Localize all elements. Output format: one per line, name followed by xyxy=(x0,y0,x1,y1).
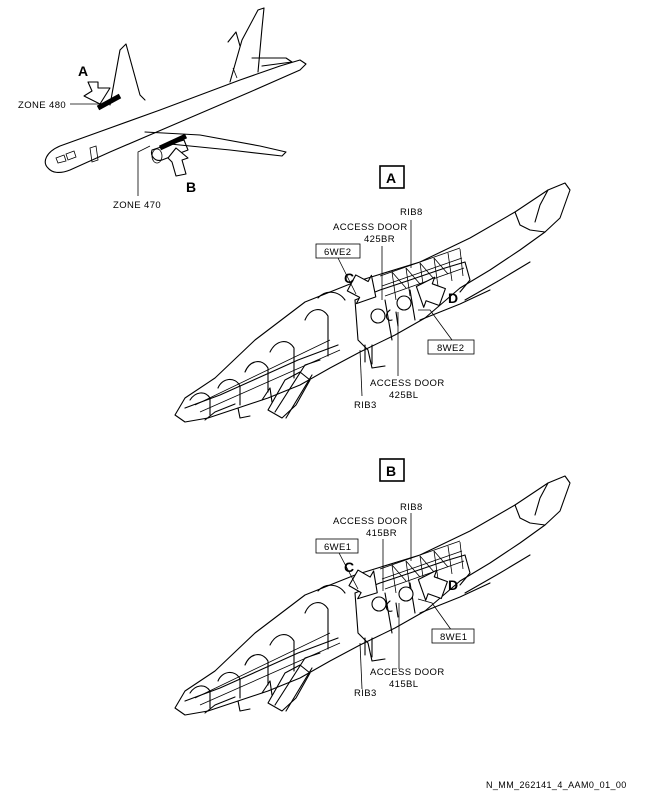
view-b-right-box xyxy=(431,628,475,644)
view-b-access-door-top-line1: ACCESS DOOR xyxy=(333,516,408,527)
view-b-pylon-structure xyxy=(174,475,571,716)
view-a-access-door-425bl-icon xyxy=(370,308,386,324)
view-a-access-door-top-line1: ACCESS DOOR xyxy=(333,222,408,233)
view-a-access-door-425br-icon xyxy=(396,295,412,311)
view-b-letter-box xyxy=(379,458,405,482)
figure-reference: N_MM_262141_4_AAM0_01_00 xyxy=(486,780,627,790)
view-a-callout-c: C xyxy=(344,270,354,286)
view-a-callout-d: D xyxy=(448,290,458,306)
view-a-right-box xyxy=(427,339,475,355)
view-a-right-box-label: 8WE2 xyxy=(437,343,464,354)
zone-470-label: ZONE 470 xyxy=(113,200,161,211)
view-b-rib3-label: RIB3 xyxy=(354,688,377,699)
view-b-access-door-top-line2: 415BR xyxy=(366,528,397,539)
callout-a-label: A xyxy=(78,63,88,79)
view-a-access-door-bottom-line1: ACCESS DOOR xyxy=(370,378,445,389)
callout-b-label: B xyxy=(186,179,196,195)
view-a-left-box-label: 6WE2 xyxy=(324,247,351,258)
view-b-callout-d: D xyxy=(448,577,458,593)
view-b: B C D 6WE1 8WE1 RIB8 ACCESS DOOR 415BR A… xyxy=(174,458,571,716)
view-a-rib3-label: RIB3 xyxy=(354,400,377,411)
arrow-a-icon xyxy=(83,81,111,105)
view-a-access-door-top-line2: 425BR xyxy=(364,234,395,245)
arrow-b-icon xyxy=(167,147,189,177)
view-b-access-door-bottom-line2: 415BL xyxy=(389,679,418,690)
view-b-access-door-bottom-line1: ACCESS DOOR xyxy=(370,667,445,678)
view-a: A C D 6WE2 8WE2 RIB8 ACCESS DOOR 425BR A… xyxy=(174,165,571,423)
view-b-right-box-label: 8WE1 xyxy=(440,632,467,643)
view-b-access-door-415br-icon xyxy=(398,586,414,602)
zone-470-leader xyxy=(137,145,151,196)
view-a-letter: A xyxy=(386,170,396,186)
view-b-letter: B xyxy=(386,463,396,479)
view-b-rib8-label: RIB8 xyxy=(400,502,423,513)
view-b-access-door-415bl-icon xyxy=(371,596,387,612)
zone-480-label: ZONE 480 xyxy=(18,100,66,111)
aircraft-overview xyxy=(44,7,307,196)
view-b-left-box xyxy=(315,538,359,554)
view-a-access-door-bottom-line2: 425BL xyxy=(389,390,418,401)
view-b-callout-c: C xyxy=(344,559,354,575)
view-b-left-box-label: 6WE1 xyxy=(324,542,351,553)
view-a-rib8-label: RIB8 xyxy=(400,207,423,218)
view-a-letter-box xyxy=(379,165,405,189)
